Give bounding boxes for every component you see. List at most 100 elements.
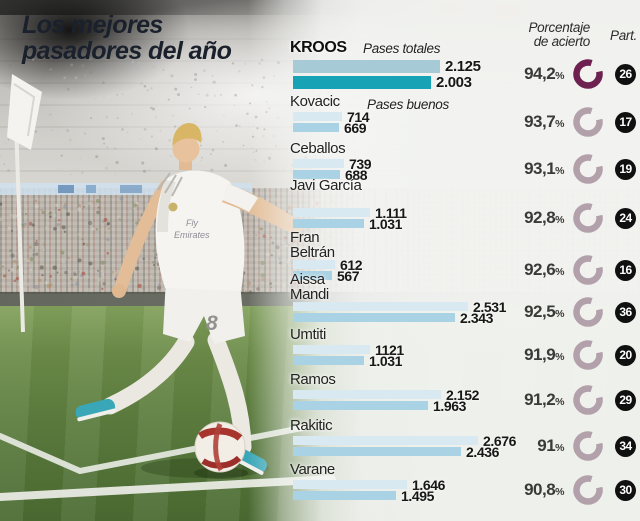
page-title: Los mejores pasadores del año — [22, 11, 232, 65]
total-passes-bar — [293, 302, 468, 311]
good-passes-value: 669 — [344, 119, 367, 136]
total-passes-bar — [293, 390, 441, 399]
player-name: Varane — [290, 461, 335, 478]
total-passes-value: 739 — [349, 155, 372, 172]
participation-column-header: Part. — [609, 28, 637, 43]
player-name: Aissa Mandi — [290, 271, 329, 303]
pass-bars: 2.676 2.436 — [293, 432, 517, 460]
good-passes-value: 567 — [337, 267, 360, 284]
accuracy-gauge-icon — [573, 107, 603, 137]
percent-sign: % — [555, 165, 564, 177]
percent-sign: % — [555, 396, 564, 408]
total-passes-bar — [293, 60, 440, 73]
participation-badge: 17 — [615, 111, 636, 133]
player-row: Ceballos 739 688 93,1% 19 — [290, 140, 640, 184]
participation-badge: 26 — [615, 63, 636, 85]
participation-badge: 16 — [615, 259, 636, 281]
participation-badge: 19 — [615, 158, 636, 180]
participation-badge: 20 — [615, 344, 636, 366]
good-passes-value: 1.031 — [369, 215, 403, 232]
player-row: Javi García 1.111 1.031 92,8% 24 — [290, 178, 640, 233]
pass-bars: 714 669 — [293, 108, 370, 136]
good-passes-bar — [293, 447, 461, 456]
participation-badge: 29 — [615, 389, 636, 411]
legend-pases-buenos: Pases buenos — [367, 97, 449, 112]
accuracy-gauge-icon — [573, 154, 603, 184]
total-passes-value: 714 — [347, 108, 370, 125]
player-row: Aissa Mandi 2.531 2.343 92,5% 36 — [290, 271, 640, 327]
total-passes-value: 2.676 — [483, 432, 517, 449]
title-line-1: Los mejores — [22, 11, 163, 39]
pass-bars: 1.646 1.495 — [293, 476, 446, 504]
total-passes-value: 1121 — [375, 341, 404, 358]
accuracy-group: 91,2% 29 — [502, 384, 636, 416]
good-passes-value: 1.495 — [401, 487, 435, 504]
participation-badge: 34 — [615, 435, 636, 457]
player-name: Ceballos — [290, 140, 346, 157]
accuracy-group: 92,5% 36 — [502, 296, 636, 328]
total-passes-value: 1.646 — [412, 476, 446, 493]
pass-bars: 1.111 1.031 — [293, 204, 407, 232]
good-passes-bar — [293, 491, 396, 500]
accuracy-gauge-icon — [573, 475, 603, 505]
player-name: Umtiti — [290, 326, 326, 343]
accuracy-gauge-icon — [573, 431, 603, 461]
accuracy-group: 90,8% 30 — [502, 474, 636, 506]
percent-sign: % — [555, 486, 564, 498]
accuracy-value: 91,2% — [524, 390, 564, 409]
total-passes-bar — [293, 208, 370, 217]
accuracy-value: 90,8% — [524, 480, 564, 499]
accuracy-gauge-icon — [573, 203, 603, 233]
player-row: Umtiti 1121 1.031 91,9% 20 — [290, 326, 640, 370]
accuracy-value: 92,6% — [524, 260, 564, 279]
player-name: Fran Beltrán — [290, 229, 335, 261]
accuracy-gauge-icon — [573, 385, 603, 415]
accuracy-value: 91% — [537, 436, 564, 455]
player-name: Ramos — [290, 371, 336, 388]
total-passes-value: 1.111 — [375, 204, 407, 221]
accuracy-value: 91,9% — [524, 345, 564, 364]
good-passes-bar — [293, 401, 428, 410]
accuracy-group: 94,2% 26 — [502, 58, 636, 90]
accuracy-column-header: Porcentaje de acierto — [528, 20, 590, 49]
player-row: KROOS 2.125 2.003 94,2% 26 — [290, 40, 640, 91]
percent-sign: % — [555, 266, 564, 278]
participation-badge: 36 — [615, 301, 636, 323]
percent-sign: % — [555, 214, 564, 226]
percent-sign: % — [555, 308, 564, 320]
good-passes-value: 688 — [345, 166, 368, 183]
total-passes-bar — [293, 159, 344, 168]
good-passes-bar — [293, 356, 364, 365]
player-name: Kovacic — [290, 93, 340, 110]
participation-badge: 24 — [615, 207, 636, 229]
total-passes-bar — [293, 112, 342, 121]
good-passes-value: 2.436 — [466, 443, 500, 460]
total-passes-value: 2.531 — [473, 298, 507, 315]
participation-badge: 30 — [615, 479, 636, 501]
accuracy-group: 91,9% 20 — [502, 339, 636, 371]
good-passes-bar — [293, 271, 332, 280]
player-row: Varane 1.646 1.495 90,8% 30 — [290, 461, 640, 505]
accuracy-group: 92,8% 24 — [502, 202, 636, 234]
title-line-2: pasadores del año — [22, 37, 232, 65]
accuracy-value: 93,1% — [524, 159, 564, 178]
accuracy-group: 91% 34 — [502, 430, 636, 462]
legend-pases-totales: Pases totales — [363, 41, 441, 56]
player-name: Rakitic — [290, 417, 333, 434]
percent-sign: % — [555, 118, 564, 130]
good-passes-bar — [293, 123, 339, 132]
total-passes-bar — [293, 345, 370, 354]
accuracy-value: 93,7% — [524, 112, 564, 131]
accuracy-group: 93,7% 17 — [502, 106, 636, 138]
total-passes-bar — [293, 480, 407, 489]
accuracy-gauge-icon — [573, 255, 603, 285]
accuracy-gauge-icon — [573, 340, 603, 370]
percent-sign: % — [555, 70, 564, 82]
good-passes-value: 1.963 — [433, 397, 467, 414]
total-passes-value: 612 — [340, 256, 363, 273]
player-row: Fran Beltrán 612 567 92,6% 16 — [290, 229, 640, 285]
pass-bars: 612 567 — [293, 256, 363, 284]
accuracy-value: 92,5% — [524, 302, 564, 321]
accuracy-group: 92,6% 16 — [502, 254, 636, 286]
